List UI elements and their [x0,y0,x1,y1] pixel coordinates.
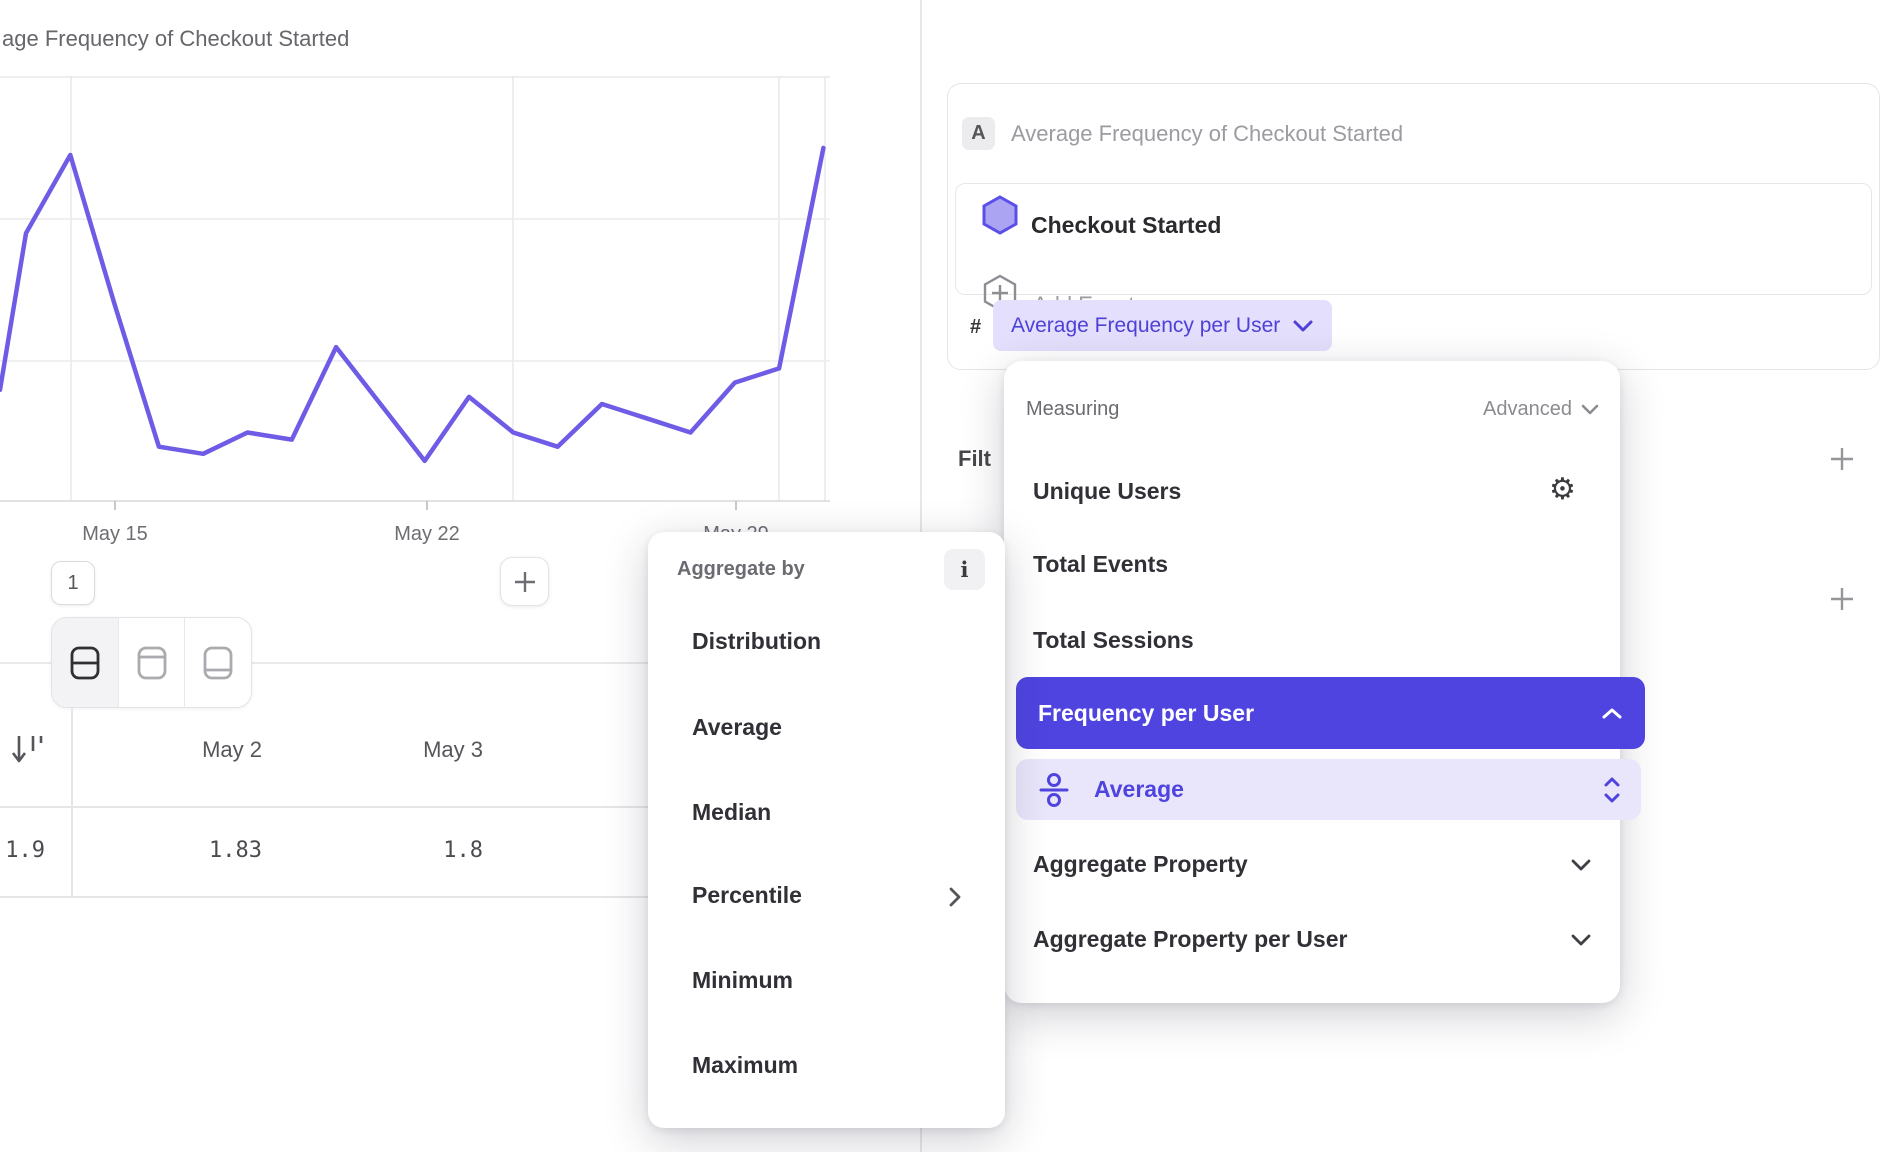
menu-item-unique-users[interactable]: Unique Users [1033,478,1182,504]
menu-item-maximum[interactable]: Maximum [692,1052,799,1078]
metric-letter-badge: A [962,117,995,150]
x-tick-label: May 22 [394,523,460,545]
measure-dropdown-label: Average Frequency per User [1011,313,1281,337]
add-filter-button[interactable] [1822,439,1862,479]
selected-item-label: Frequency per User [1038,699,1255,726]
menu-item-minimum[interactable]: Minimum [692,967,793,993]
measure-prefix: # [970,316,982,338]
measuring-popup-header: Measuring [1026,398,1120,420]
chevron-down-icon [1293,320,1313,331]
add-series-button[interactable] [500,557,549,606]
unique-users-settings-button[interactable]: ⚙ [1549,475,1576,505]
table-sort-button[interactable] [10,733,48,772]
chevron-down-icon [1581,404,1599,415]
aggregate-popup-header: Aggregate by [677,558,805,580]
menu-item-frequency-per-user-selected[interactable]: Frequency per User [1016,677,1645,749]
section-divider [0,662,921,664]
table-cell: 1.83 [209,838,262,863]
table-frozen-column-border [71,707,73,897]
metrics-panel-title: Metrics [956,0,1156,6]
table-column-header[interactable]: May 3 [423,737,483,762]
menu-item-aggregate-property[interactable]: Aggregate Property [1033,851,1248,877]
menu-item-total-events[interactable]: Total Events [1033,551,1169,577]
plus-icon [514,571,535,592]
sub-selected-label: Average [1094,776,1184,802]
layout-top-panel-button[interactable] [118,618,186,707]
layout-bottom-panel-button[interactable] [185,618,251,707]
bottom-panel-icon [203,646,233,679]
chevron-down-icon[interactable] [1570,933,1592,947]
per-user-average-icon [1039,772,1069,807]
chevron-up-icon [1602,708,1622,718]
plus-icon [1831,588,1853,610]
metrics-title-text: Metrics [956,0,1040,4]
top-panel-icon [137,646,166,679]
gear-icon: ⚙ [1549,473,1576,506]
chart-series-line [0,145,826,464]
measure-dropdown[interactable]: Average Frequency per User [993,300,1333,351]
menu-item-total-sessions[interactable]: Total Sessions [1033,627,1194,653]
axis-tick [114,501,116,510]
chevron-right-icon[interactable] [948,886,962,908]
layout-split-horizontal-button[interactable] [52,618,119,707]
info-icon: i [960,557,969,582]
aggregate-by-popup: Aggregate by i Distribution Average Medi… [648,532,1005,1128]
menu-item-average[interactable]: Average [692,714,782,740]
table-row-border [0,896,921,898]
up-down-chevrons-icon [1604,777,1620,802]
axis-tick [426,501,428,510]
chart-layout-toggle [51,617,252,708]
menu-item-distribution[interactable]: Distribution [692,628,822,654]
info-button[interactable]: i [944,549,985,590]
event-name[interactable]: Checkout Started [1031,212,1222,238]
metric-name-input[interactable]: Average Frequency of Checkout Started [1011,121,1404,146]
measuring-popup: Measuring Advanced Unique Users ⚙ Total … [1004,361,1645,1003]
table-cell: 1.9 [5,838,45,863]
table-header-border [0,806,921,808]
metric-card: A Average Frequency of Checkout Started … [947,83,1880,370]
sort-icon [11,736,43,763]
filters-section-label: Filt [958,446,991,471]
table-cell: 1.8 [443,838,483,863]
chart-title: age Frequency of Checkout Started [2,26,350,51]
add-breakdown-button[interactable] [1822,579,1862,619]
menu-item-frequency-average[interactable]: Average [1016,759,1641,820]
axis-tick [735,501,737,510]
menu-item-median[interactable]: Median [692,799,772,825]
table-column-header[interactable]: May 2 [202,737,262,762]
line-chart[interactable] [0,76,830,502]
plus-icon [1831,448,1853,470]
chevron-down-icon[interactable] [1570,858,1592,872]
advanced-label: Advanced [1483,398,1572,420]
series-count-badge[interactable]: 1 [51,561,95,605]
advanced-dropdown[interactable]: Advanced [1483,398,1600,421]
split-rows-icon [70,646,100,679]
menu-item-percentile[interactable]: Percentile [692,882,802,908]
event-box: Checkout Started Add Event [955,183,1872,317]
event-hexagon-icon [982,195,1018,235]
x-tick-label: May 15 [82,523,148,545]
menu-item-aggregate-property-per-user[interactable]: Aggregate Property per User [1033,926,1348,952]
